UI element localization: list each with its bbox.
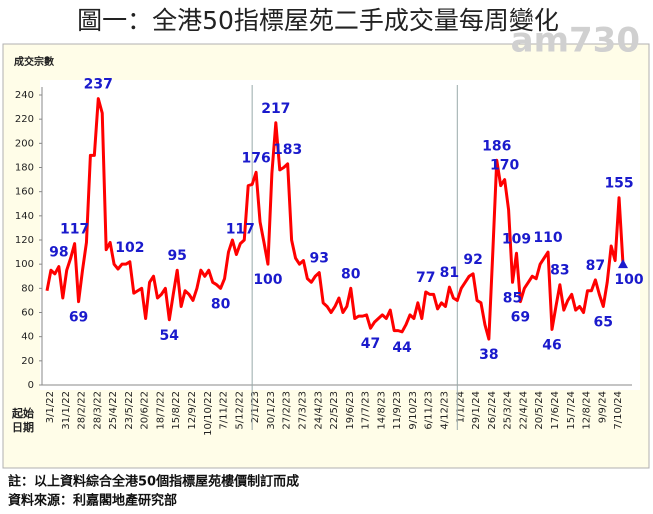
- x-tick-label: 25/3/24: [503, 391, 514, 430]
- data-label: 109: [502, 231, 531, 247]
- data-label: 69: [511, 310, 530, 326]
- x-tick-label: 26/2/24: [487, 391, 498, 430]
- x-tick-label: 10/10/22: [203, 391, 214, 436]
- x-tick-label: 17/7/23: [361, 391, 372, 430]
- data-label: 85: [503, 290, 522, 306]
- x-tick-label: 29/1/24: [471, 391, 482, 430]
- data-label: 100: [253, 272, 282, 288]
- data-label: 38: [479, 347, 498, 363]
- x-tick-label: 28/3/22: [92, 391, 103, 430]
- data-label: 170: [490, 158, 519, 174]
- data-label: 217: [261, 101, 290, 117]
- x-tick-label: 1/1/24: [455, 391, 466, 423]
- x-tick-label: 20/6/22: [140, 391, 151, 430]
- chart-title: 圖一：全港50指標屋苑二手成交量每周變化: [77, 6, 559, 35]
- data-label: 54: [160, 328, 180, 344]
- x-tick-label: 5/12/22: [234, 391, 245, 430]
- data-label: 69: [69, 310, 88, 326]
- x-tick-label: 11/9/23: [392, 391, 403, 430]
- x-tick-label: 18/7/22: [155, 391, 166, 430]
- x-axis-title: 起始: [11, 406, 34, 420]
- data-label: 83: [550, 263, 569, 279]
- y-tick-label: 40: [21, 332, 34, 343]
- data-label: 186: [482, 138, 511, 154]
- x-tick-label: 12/9/22: [187, 391, 198, 430]
- x-tick-label: 15/8/22: [171, 391, 182, 430]
- data-label: 80: [341, 266, 361, 282]
- x-tick-label: 4/12/23: [440, 391, 451, 430]
- x-tick-label: 22/4/24: [518, 391, 529, 430]
- footnote: 註：以上資料綜合全港50個指標屋苑樓價制訂而成: [8, 474, 299, 490]
- data-label: 47: [361, 336, 380, 352]
- data-label: 92: [463, 252, 482, 268]
- plot-area: [40, 80, 640, 390]
- watermark: am730: [511, 21, 640, 61]
- x-tick-label: 23/5/22: [124, 391, 135, 430]
- data-label: 80: [211, 296, 231, 312]
- x-tick-label: 7/11/22: [219, 391, 230, 430]
- y-tick-label: 200: [15, 138, 34, 149]
- x-tick-label: 9/9/24: [597, 391, 608, 423]
- y-tick-label: 60: [21, 308, 34, 319]
- x-tick-label: 30/1/23: [266, 391, 277, 430]
- x-tick-label: 20/5/24: [534, 391, 545, 430]
- data-line: [45, 97, 625, 341]
- data-label: 176: [241, 150, 270, 166]
- y-tick-label: 180: [15, 163, 34, 174]
- y-tick-label: 100: [15, 259, 34, 270]
- y-tick-label: 120: [15, 235, 34, 246]
- data-label: 98: [49, 245, 68, 261]
- data-label: 46: [542, 337, 561, 353]
- x-tick-label: 31/1/22: [61, 391, 72, 430]
- x-tick-label: 27/3/23: [297, 391, 308, 430]
- x-axis-title: 日期: [12, 420, 34, 434]
- data-label: 237: [84, 77, 113, 93]
- x-tick-label: 2/1/23: [250, 391, 261, 423]
- x-tick-label: 6/11/23: [424, 391, 435, 430]
- data-label: 65: [594, 314, 613, 330]
- last-point-marker: [618, 259, 628, 269]
- x-tick-label: 22/5/23: [329, 391, 340, 430]
- x-tick-label: 3/1/22: [45, 391, 56, 423]
- y-tick-label: 0: [28, 380, 34, 391]
- y-tick-label: 80: [21, 283, 34, 294]
- x-tick-label: 27/2/23: [282, 391, 293, 430]
- x-tick-label: 15/7/24: [566, 391, 577, 430]
- x-tick-label: 14/8/23: [376, 391, 387, 430]
- data-label: 93: [309, 251, 328, 267]
- x-tick-label: 17/6/24: [550, 391, 561, 430]
- y-axis-title: 成交宗數: [14, 55, 54, 68]
- x-tick-label: 12/8/24: [582, 391, 593, 430]
- data-label: 95: [167, 248, 186, 264]
- x-tick-label: 7/10/24: [613, 391, 624, 430]
- y-tick-label: 160: [15, 187, 34, 198]
- data-label: 117: [60, 222, 89, 238]
- data-label: 102: [115, 240, 144, 256]
- data-label: 77: [416, 270, 435, 286]
- data-label: 110: [533, 230, 562, 246]
- y-tick-label: 240: [15, 90, 34, 101]
- data-label: 44: [392, 340, 412, 356]
- x-tick-label: 24/4/23: [313, 391, 324, 430]
- x-tick-label: 9/10/23: [408, 391, 419, 430]
- y-tick-label: 140: [15, 211, 34, 222]
- data-label: 100: [614, 272, 643, 288]
- y-tick-label: 220: [15, 114, 34, 125]
- data-label: 81: [440, 265, 459, 281]
- x-tick-label: 28/2/22: [77, 391, 88, 430]
- x-tick-label: 19/6/23: [345, 391, 356, 430]
- data-label: 87: [586, 258, 605, 274]
- data-label: 155: [604, 176, 633, 192]
- data-label: 117: [226, 222, 255, 238]
- data-label: 183: [273, 142, 302, 158]
- x-tick-label: 25/4/22: [108, 391, 119, 430]
- footnote: 資料來源：利嘉閣地產研究部: [8, 493, 177, 509]
- y-tick-label: 20: [21, 356, 34, 367]
